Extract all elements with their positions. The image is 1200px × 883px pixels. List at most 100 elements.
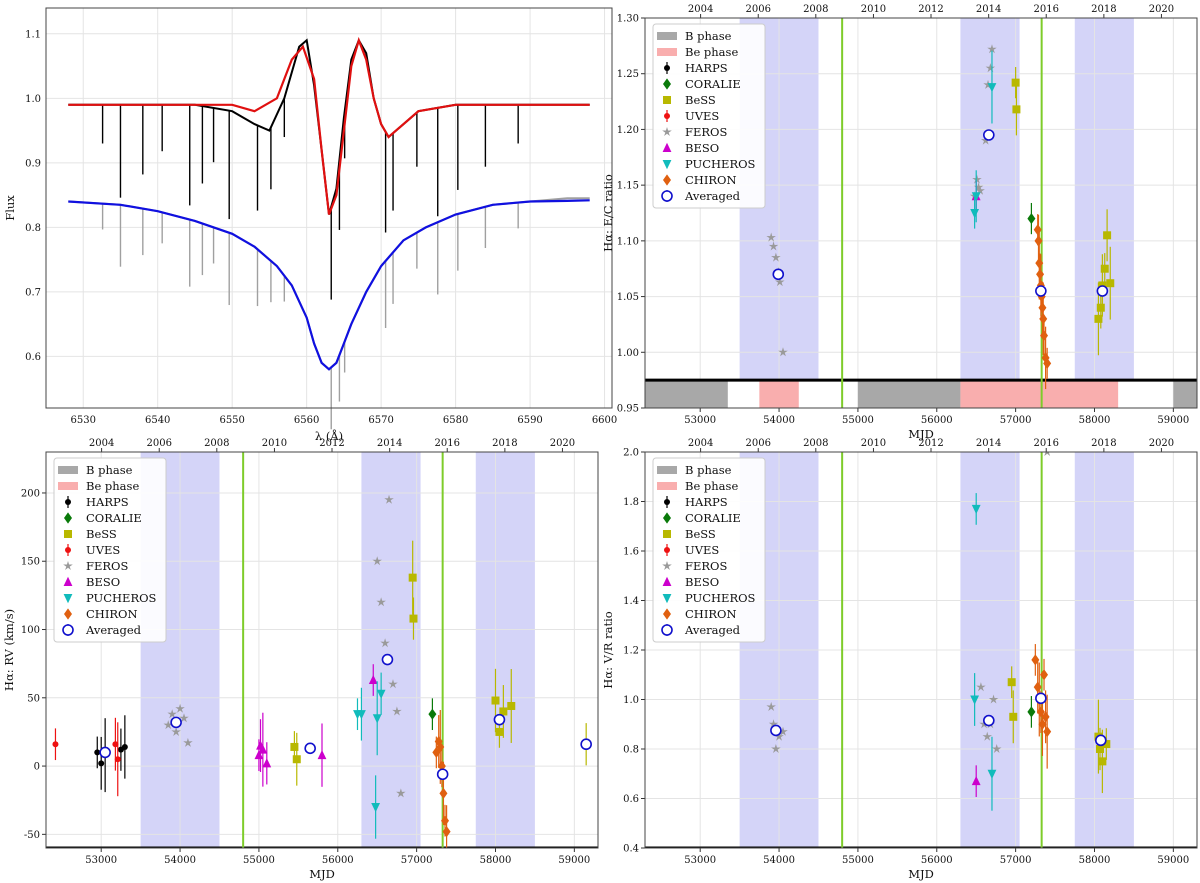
spectrum-xtick-label: 6590 (517, 415, 542, 426)
spectrum-series-line (68, 199, 590, 371)
rv-point-averaged (170, 716, 182, 729)
ec_ratio-legend-swatch (657, 48, 677, 56)
spectrum-ytick-label: 1.1 (25, 29, 41, 40)
rv-ylabel: Hα: RV (km/s) (2, 609, 16, 691)
spectrum-series-line (68, 36, 590, 215)
ec_ratio-point-feros (766, 232, 776, 242)
rv-point-bess (507, 701, 516, 710)
rv-top-tick-label: 2010 (262, 438, 287, 449)
spectrum-ytick-label: 0.8 (25, 223, 41, 234)
vr_ratio-top-tick-label: 2008 (803, 438, 828, 449)
rv-point-uves (112, 741, 119, 748)
rv-point-averaged (381, 653, 394, 666)
rv-point-bess (495, 727, 504, 736)
rv-xtick-label: 53000 (85, 855, 117, 866)
ec_ratio-b-phase-segment (1173, 380, 1197, 408)
vr_ratio-xlabel: MJD (908, 867, 934, 881)
ec_ratio-ytick-label: 1.25 (617, 69, 639, 80)
ec_ratio-point-bess (1100, 264, 1109, 273)
rv-point-bess (499, 707, 508, 716)
ec_ratio-top-tick-label: 2018 (1091, 4, 1116, 15)
ec_ratio-point-feros (775, 277, 785, 287)
vr_ratio-legend-marker (664, 547, 670, 553)
rv-point-averaged (304, 742, 316, 755)
rv-legend-marker (63, 561, 73, 570)
rv-legend-label: Averaged (85, 623, 142, 637)
ec_ratio-xlabel: MJD (908, 427, 934, 441)
ec_ratio-top-tick-label: 2016 (1033, 4, 1058, 15)
rv-ytick-label: 50 (27, 693, 40, 704)
rv-legend-swatch (58, 466, 78, 474)
vr_ratio-point-bess (1009, 712, 1018, 721)
ec_ratio-point-feros (987, 44, 997, 54)
rv-ytick-label: 150 (21, 557, 40, 568)
rv-legend-swatch (58, 482, 78, 490)
vr_ratio-point-averaged (983, 714, 995, 727)
spectrum-ytick-label: 1.0 (25, 94, 41, 105)
rv-legend: B phase Be phase HARPS CORALIE BeSS UVES FEROS… (53, 457, 167, 643)
rv-point-bess (409, 614, 418, 623)
rv-xtick-label: 58000 (480, 855, 512, 866)
ec_ratio-point-feros (778, 347, 788, 357)
rv-point-averaged (580, 738, 592, 751)
vr_ratio-ytick-label: 0.6 (623, 794, 639, 805)
ec_ratio-legend-label: BeSS (685, 93, 716, 107)
ec_ratio-point-feros (771, 252, 781, 262)
vr_ratio-legend-label: CHIRON (685, 607, 737, 621)
spectrum-xtick-label: 6560 (294, 415, 319, 426)
rv-legend-marker (63, 576, 73, 586)
vr_ratio-point-chiron (1038, 718, 1047, 730)
vr_ratio-legend-label: Be phase (685, 479, 738, 493)
ec_ratio-frame (644, 17, 1198, 409)
vr_ratio-ytick-label: 1.2 (623, 646, 639, 657)
vr_ratio-point-pucheros (971, 504, 981, 515)
ec_ratio-point-pucheros (971, 192, 981, 202)
rv-point-feros (163, 720, 173, 730)
spectrum-xtick-label: 6550 (219, 415, 244, 426)
vr_ratio-point-bess (1007, 678, 1016, 687)
vr_ratio-panel: 53000 54000 55000 56000 57000 58000 59000 0.4 0.… (601, 438, 1198, 881)
vr_ratio-top-tick-label: 2016 (1033, 438, 1058, 449)
ec_ratio-point-chiron (1034, 235, 1043, 247)
rv-legend-marker (64, 512, 72, 524)
vr_ratio-legend-marker (661, 624, 673, 636)
ec_ratio-legend: B phase Be phase HARPS CORALIE BeSS UVES FEROS… (652, 23, 766, 209)
vr_ratio-legend-label: B phase (685, 463, 732, 477)
vr_ratio-xtick-label: 54000 (763, 855, 795, 866)
vr_ratio-ytick-label: 1.6 (623, 547, 639, 558)
spectrum-xtick-label: 6530 (71, 415, 96, 426)
rv-point-averaged (436, 768, 449, 781)
spectrum-xtick-label: 6570 (368, 415, 393, 426)
rv-point-bess (408, 573, 417, 582)
rv-point-chiron (442, 826, 451, 838)
vr_ratio-top-tick-label: 2018 (1091, 438, 1116, 449)
rv-top-tick-label: 2004 (89, 438, 114, 449)
spectrum-panel: 6530 6540 6550 6560 6570 6580 6590 6600 0.6 0.7 0.… (3, 7, 617, 443)
rv-point-beso (254, 749, 264, 760)
ec_ratio-legend-label: CORALIE (685, 77, 741, 91)
ec_ratio-legend-label: FEROS (685, 125, 727, 139)
vr_ratio-xtick-label: 59000 (1157, 855, 1189, 866)
ec_ratio-legend-label: B phase (685, 29, 732, 43)
rv-xtick-label: 56000 (322, 855, 354, 866)
vr_ratio-legend-label: PUCHEROS (685, 591, 756, 605)
vr_ratio-frame (644, 451, 1198, 849)
rv-point-feros (183, 737, 193, 747)
rv-top-tick-label: 2006 (147, 438, 172, 449)
ec_ratio-legend-marker (662, 142, 672, 152)
vr_ratio-legend-marker (663, 530, 671, 538)
ec_ratio-legend-marker (663, 174, 671, 186)
rv-legend-label: BESO (86, 575, 120, 589)
vr_ratio-point-feros (771, 744, 781, 753)
ec_ratio-be-phase-segment (960, 380, 1119, 408)
rv-legend-label: Be phase (86, 479, 139, 493)
ec_ratio-top-tick-label: 2004 (688, 4, 713, 15)
rv-legend-marker (62, 624, 74, 636)
ec_ratio-plot-content (645, 18, 1197, 408)
vr_ratio-ytick-label: 1.4 (623, 596, 639, 607)
rv-point-pucheros (376, 689, 386, 699)
vr_ratio-point-pucheros (970, 695, 980, 705)
vr_ratio-top-tick-label: 2004 (688, 438, 713, 449)
ec_ratio-point-feros (983, 79, 993, 89)
rv-point-bess (491, 696, 500, 705)
